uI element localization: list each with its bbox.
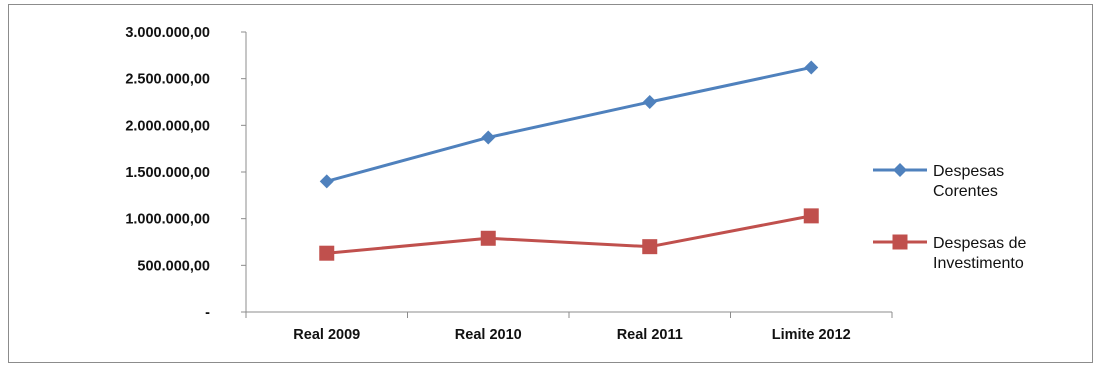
y-tick-label: 2.000.000,00: [125, 118, 210, 134]
x-tick-label: Real 2010: [455, 327, 522, 343]
line-chart: - 500.000,00 1.000.000,00 1.500.000,00 2.000…: [125, 25, 1026, 343]
data-point: [319, 174, 334, 189]
legend-item: Despesas de Investimento: [873, 234, 1026, 272]
legend-label: Investimento: [933, 255, 1024, 272]
data-point: [642, 239, 658, 255]
data-point: [480, 230, 496, 246]
y-tick-label: -: [205, 305, 210, 321]
x-tick-label: Real 2011: [617, 327, 683, 343]
chart-area: - 500.000,00 1.000.000,00 1.500.000,00 2.000…: [8, 4, 1093, 363]
y-axis: - 500.000,00 1.000.000,00 1.500.000,00 2.000…: [125, 25, 247, 321]
y-tick-label: 2.500.000,00: [125, 72, 210, 88]
legend-marker: [893, 163, 907, 177]
data-point: [804, 60, 819, 75]
y-tick-label: 3.000.000,00: [125, 25, 210, 41]
data-point: [803, 208, 819, 224]
series-layer: [319, 60, 819, 261]
data-point: [481, 130, 496, 145]
series-1: [319, 208, 819, 261]
y-tick-label: 1.000.000,00: [125, 212, 210, 228]
legend-label: Despesas: [933, 163, 1004, 180]
x-tick-label: Limite 2012: [772, 327, 851, 343]
legend-item: Despesas Corentes: [873, 163, 1004, 200]
y-tick-label: 500.000,00: [137, 258, 210, 274]
legend-label: Corentes: [933, 183, 998, 200]
series-0: [319, 60, 819, 189]
series-line: [326, 65, 812, 183]
legend-marker: [892, 234, 908, 250]
y-tick-label: 1.500.000,00: [125, 165, 210, 181]
x-tick-label: Real 2009: [293, 327, 360, 343]
legend: Despesas Corentes Despesas de Investimento: [873, 163, 1026, 272]
legend-label: Despesas de: [933, 235, 1026, 252]
series-line: [326, 214, 812, 255]
data-point: [642, 95, 657, 109]
x-axis: Real 2009 Real 2010 Real 2011 Limite 2012: [245, 311, 893, 343]
data-point: [319, 245, 335, 261]
